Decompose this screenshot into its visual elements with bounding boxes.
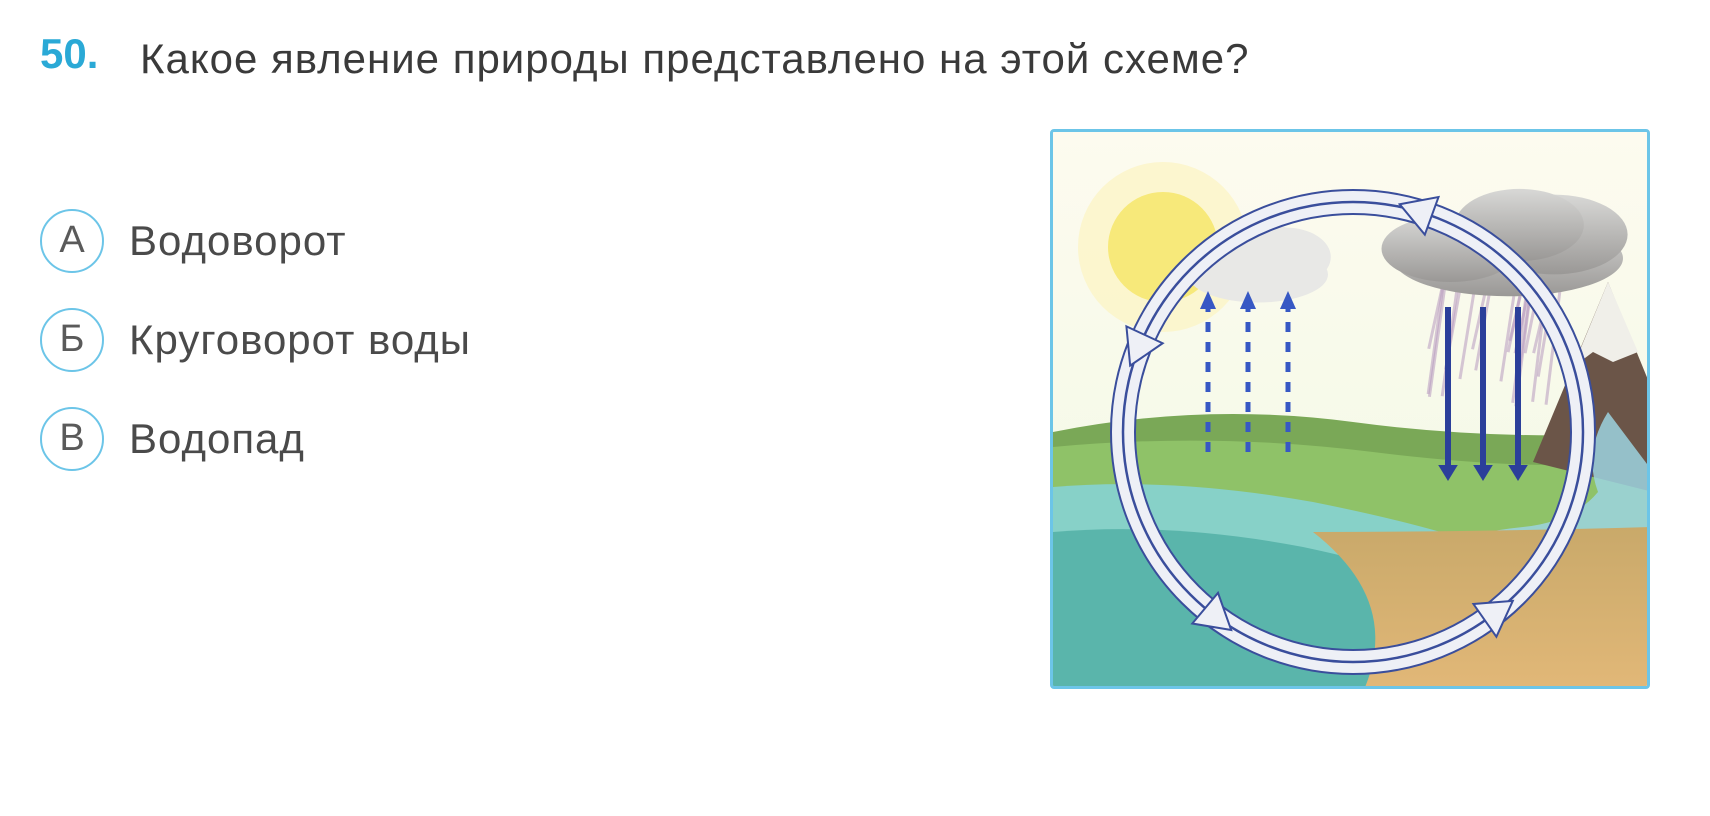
option-text: Водоворот [129,217,347,265]
option-letter-circle: А [40,209,104,273]
option-text: Круговорот воды [129,316,471,364]
question-row: 50. Какое явление природы представлено н… [40,30,1670,89]
option-a[interactable]: А Водоворот [40,209,471,273]
option-letter-circle: Б [40,308,104,372]
option-b[interactable]: Б Круговорот воды [40,308,471,372]
options-list: А Водоворот Б Круговорот воды В Водопад [40,209,471,471]
option-letter-circle: В [40,407,104,471]
content-row: А Водоворот Б Круговорот воды В Водопад [40,129,1670,689]
option-text: Водопад [129,415,305,463]
question-number: 50. [40,30,120,78]
option-c[interactable]: В Водопад [40,407,471,471]
water-cycle-diagram [1050,129,1650,689]
question-text: Какое явление природы представлено на эт… [140,30,1249,89]
water-cycle-svg [1053,132,1650,689]
